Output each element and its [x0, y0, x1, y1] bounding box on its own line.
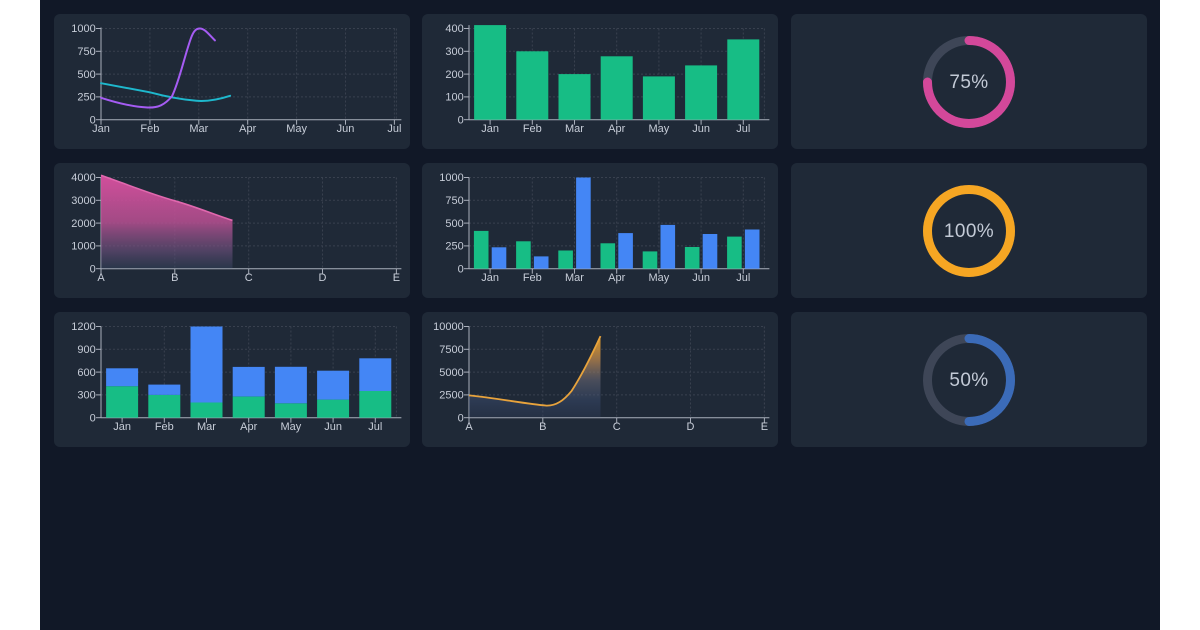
svg-text:Mar: Mar: [197, 421, 216, 433]
svg-text:300: 300: [77, 389, 95, 401]
svg-text:Apr: Apr: [240, 421, 257, 433]
svg-text:B: B: [171, 272, 178, 284]
svg-text:May: May: [649, 272, 670, 284]
svg-text:Jun: Jun: [324, 421, 342, 433]
svg-text:Jul: Jul: [737, 123, 751, 135]
svg-text:Jun: Jun: [337, 123, 355, 135]
svg-text:200: 200: [446, 68, 464, 80]
svg-text:B: B: [539, 421, 546, 433]
svg-text:Jul: Jul: [368, 421, 382, 433]
svg-text:300: 300: [446, 46, 464, 58]
svg-text:400: 400: [446, 23, 464, 35]
svg-text:May: May: [286, 123, 307, 135]
svg-text:Jul: Jul: [387, 123, 401, 135]
svg-text:Jan: Jan: [482, 272, 500, 284]
svg-text:600: 600: [77, 367, 95, 379]
svg-text:C: C: [613, 421, 621, 433]
svg-text:C: C: [245, 272, 253, 284]
svg-text:Apr: Apr: [608, 123, 625, 135]
svg-text:100: 100: [446, 91, 464, 103]
svg-text:D: D: [687, 421, 695, 433]
svg-text:E: E: [393, 272, 400, 284]
svg-text:Jul: Jul: [737, 272, 751, 284]
svg-text:0: 0: [458, 412, 464, 424]
svg-text:750: 750: [446, 195, 464, 207]
svg-text:Jun: Jun: [693, 123, 711, 135]
svg-text:Mar: Mar: [189, 123, 208, 135]
svg-text:Jan: Jan: [482, 123, 500, 135]
svg-text:500: 500: [446, 217, 464, 229]
svg-text:100%: 100%: [944, 221, 994, 242]
svg-text:May: May: [281, 421, 302, 433]
svg-text:0: 0: [90, 114, 96, 126]
svg-text:Feb: Feb: [140, 123, 159, 135]
svg-text:500: 500: [77, 68, 95, 80]
svg-text:0: 0: [90, 263, 96, 275]
svg-text:750: 750: [77, 46, 95, 58]
svg-text:4000: 4000: [71, 172, 95, 184]
svg-text:10000: 10000: [433, 321, 464, 333]
svg-text:A: A: [97, 272, 105, 284]
svg-text:Apr: Apr: [608, 272, 625, 284]
svg-text:2000: 2000: [71, 217, 95, 229]
svg-text:50%: 50%: [949, 370, 988, 391]
svg-text:250: 250: [77, 91, 95, 103]
svg-text:Mar: Mar: [565, 272, 584, 284]
svg-text:D: D: [319, 272, 327, 284]
svg-text:1000: 1000: [71, 23, 95, 35]
svg-text:E: E: [761, 421, 768, 433]
svg-text:Feb: Feb: [523, 123, 542, 135]
svg-text:May: May: [649, 123, 670, 135]
svg-text:Mar: Mar: [565, 123, 584, 135]
svg-text:250: 250: [446, 240, 464, 252]
svg-text:3000: 3000: [71, 195, 95, 207]
svg-text:Apr: Apr: [239, 123, 256, 135]
svg-text:Feb: Feb: [155, 421, 174, 433]
svg-text:Feb: Feb: [523, 272, 542, 284]
svg-text:Jan: Jan: [113, 421, 131, 433]
svg-text:900: 900: [77, 344, 95, 356]
svg-text:A: A: [466, 421, 474, 433]
svg-text:75%: 75%: [949, 72, 988, 93]
svg-text:5000: 5000: [440, 367, 464, 379]
svg-text:1000: 1000: [71, 240, 95, 252]
svg-text:1200: 1200: [71, 321, 95, 333]
svg-text:2500: 2500: [440, 389, 464, 401]
svg-text:0: 0: [90, 412, 96, 424]
svg-text:0: 0: [458, 114, 464, 126]
svg-text:Jan: Jan: [92, 123, 110, 135]
svg-text:1000: 1000: [440, 172, 464, 184]
svg-text:Jun: Jun: [693, 272, 711, 284]
svg-text:7500: 7500: [440, 344, 464, 356]
svg-text:0: 0: [458, 263, 464, 275]
